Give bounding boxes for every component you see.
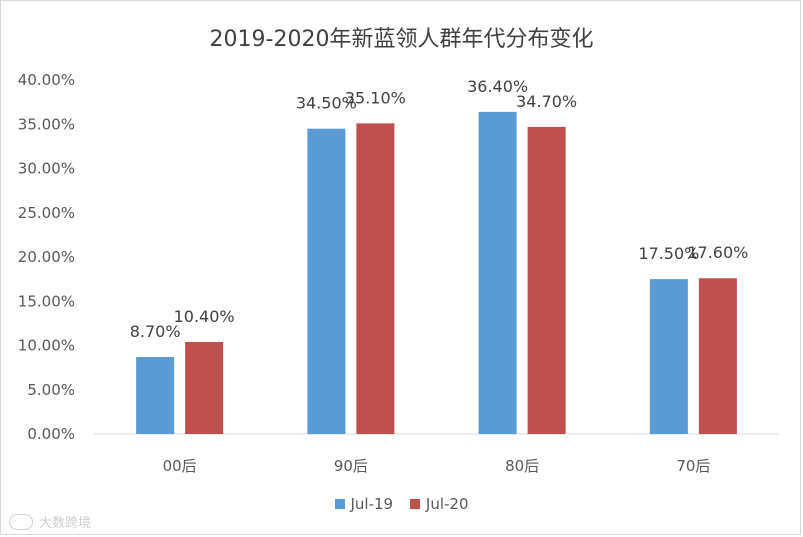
bar-jul-19-3	[649, 279, 688, 434]
data-label: 17.50%	[638, 244, 699, 263]
bar-jul-20-1	[356, 123, 395, 435]
y-tick-label: 15.00%	[18, 292, 75, 310]
bar-jul-19-0	[136, 357, 175, 434]
y-tick-label: 10.00%	[18, 337, 75, 355]
legend-item-jul-19: Jul-19	[334, 495, 394, 513]
x-tick-label: 80后	[505, 457, 539, 475]
legend-label-jul-20: Jul-20	[425, 495, 469, 513]
legend: Jul-19 Jul-20	[1, 495, 802, 513]
x-tick-label: 90后	[334, 457, 368, 475]
legend-item-jul-20: Jul-20	[409, 495, 469, 513]
y-tick-label: 0.00%	[27, 425, 75, 443]
legend-swatch-jul-19	[334, 499, 345, 509]
legend-label-jul-19: Jul-19	[350, 495, 394, 513]
bar-jul-19-1	[307, 128, 346, 435]
watermark-logo-icon	[9, 513, 33, 530]
watermark-text: 大数跨境	[39, 516, 92, 531]
y-tick-label: 25.00%	[18, 204, 75, 222]
data-label: 10.40%	[174, 307, 235, 326]
y-tick-label: 30.00%	[18, 160, 75, 178]
y-tick-label: 40.00%	[18, 71, 75, 89]
watermark: 大数跨境	[9, 512, 91, 531]
x-tick-label: 00后	[163, 457, 197, 475]
bar-jul-20-2	[527, 126, 566, 434]
data-label: 34.70%	[516, 92, 577, 111]
y-tick-label: 20.00%	[18, 248, 75, 266]
data-label: 36.40%	[467, 77, 528, 96]
legend-swatch-jul-20	[409, 499, 420, 509]
data-label: 8.70%	[130, 322, 181, 341]
bar-jul-20-0	[185, 341, 224, 434]
y-tick-label: 5.00%	[27, 381, 75, 399]
data-label: 35.10%	[345, 88, 406, 107]
data-label: 34.50%	[296, 94, 357, 113]
bar-jul-19-2	[478, 111, 517, 435]
chart-title: 2019-2020年新蓝领人群年代分布变化	[209, 27, 594, 52]
x-tick-label: 70后	[676, 457, 710, 475]
y-tick-label: 35.00%	[18, 115, 75, 133]
data-label: 17.60%	[687, 243, 748, 262]
bar-jul-20-3	[698, 278, 737, 434]
